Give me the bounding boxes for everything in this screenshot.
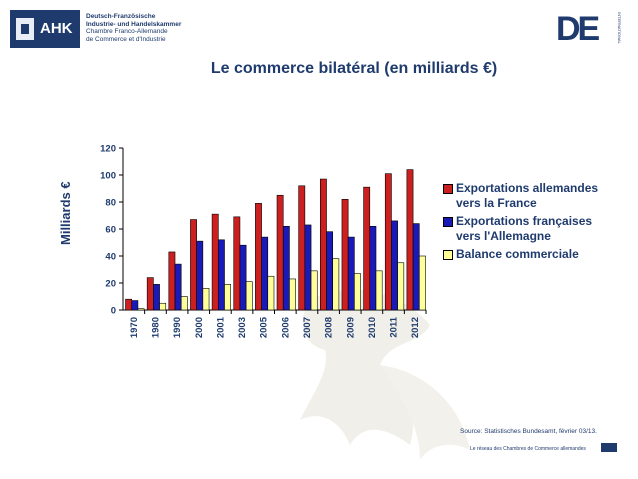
legend-item: Exportations allemandes vers la France <box>443 181 613 211</box>
bar-trade-balance <box>202 288 210 311</box>
bar-german-exports <box>276 194 284 311</box>
legend-swatch-icon <box>443 250 453 260</box>
bar-french-exports <box>217 239 225 311</box>
bar-trade-balance <box>332 258 340 311</box>
bar-german-exports <box>211 213 219 311</box>
x-tick-label: 2005 <box>259 316 270 338</box>
bar-french-exports <box>153 284 160 311</box>
chart-title: Le commerce bilatéral (en milliards €) <box>210 60 498 77</box>
bar-german-exports <box>363 186 371 311</box>
legend-swatch-icon <box>443 184 453 194</box>
x-tick-label: 2007 <box>302 317 313 338</box>
chart-legend: Exportations allemandes vers la France E… <box>443 181 613 265</box>
bar-french-exports <box>174 263 182 311</box>
legend-swatch-icon <box>443 217 453 227</box>
watermark-eagle-icon <box>300 289 470 460</box>
de-logo-side-text: INTERNATIONAL <box>617 12 622 44</box>
bar-german-exports <box>146 277 154 311</box>
bar-french-exports <box>261 236 269 311</box>
bar-german-exports <box>341 199 349 311</box>
legend-item: Balance commerciale <box>443 247 613 262</box>
legend-label: Exportations françaises vers l'Allemagne <box>456 214 593 243</box>
ahk-badge: AHK <box>10 10 80 48</box>
bar-french-exports <box>369 226 377 311</box>
bar-german-exports <box>125 298 133 311</box>
legend-label: Exportations allemandes vers la France <box>456 181 599 210</box>
x-tick-label: 1970 <box>129 317 140 338</box>
x-tick-label: 1980 <box>150 317 161 338</box>
x-tick-label: 2006 <box>280 317 291 338</box>
brandenburg-gate-icon <box>16 18 34 40</box>
x-tick-label: 2008 <box>324 317 335 338</box>
ahk-logo: AHK Deutsch-Französische Industrie- und … <box>10 10 181 48</box>
y-tick-label: 120 <box>100 144 116 155</box>
ahk-line: Deutsch-Französische <box>86 13 156 20</box>
y-tick-label: 40 <box>105 252 116 263</box>
bar-trade-balance <box>397 262 405 311</box>
bar-trade-balance <box>310 270 318 311</box>
bar-trade-balance <box>137 308 145 311</box>
x-tick-label: 2010 <box>367 317 378 338</box>
bar-german-exports <box>255 203 262 311</box>
bar-trade-balance <box>289 278 296 311</box>
bar-trade-balance <box>159 302 167 311</box>
bar-german-exports <box>298 185 306 311</box>
x-tick-label: 2001 <box>215 316 226 338</box>
bar-german-exports <box>384 173 392 311</box>
x-tick-label: 2000 <box>194 317 205 338</box>
bar-german-exports <box>406 169 414 311</box>
bar-trade-balance <box>375 270 383 311</box>
bar-french-exports <box>326 231 334 311</box>
bar-trade-balance <box>224 284 231 311</box>
ahk-line: Chambre Franco-Allemande <box>86 28 168 35</box>
bar-trade-balance <box>245 281 253 311</box>
ahk-line: de Commerce et d'Industrie <box>86 35 166 43</box>
x-tick-label: 2003 <box>237 317 248 338</box>
bar-german-exports <box>168 251 176 311</box>
ahk-line: Industrie- und Handelskammer <box>86 20 182 28</box>
y-tick-label: 20 <box>105 279 116 290</box>
y-tick-label: 0 <box>111 306 116 317</box>
bar-french-exports <box>412 223 420 311</box>
bar-french-exports <box>131 300 139 311</box>
bar-german-exports <box>190 219 197 311</box>
bar-french-exports <box>391 220 398 311</box>
x-tick-label: 2012 <box>410 317 421 338</box>
bar-german-exports <box>320 178 327 311</box>
ahk-badge-text: AHK <box>40 20 73 37</box>
x-tick-label: 2011 <box>389 316 400 337</box>
bar-trade-balance <box>267 275 275 311</box>
y-tick-label: 60 <box>105 225 116 236</box>
de-logo-letters: DE <box>556 10 600 48</box>
source-note: Source: Statistisches Bundesamt, février… <box>460 428 597 435</box>
legend-item: Exportations françaises vers l'Allemagne <box>443 214 613 244</box>
bar-french-exports <box>196 240 204 311</box>
y-tick-label: 100 <box>100 171 116 182</box>
x-tick-label: 2009 <box>345 317 356 338</box>
de-international-logo: DE INTERNATIONAL <box>556 10 622 50</box>
legend-label: Balance commerciale <box>456 247 579 261</box>
bar-german-exports <box>233 216 241 311</box>
bar-french-exports <box>282 226 290 311</box>
ahk-mini-logo-icon <box>601 443 617 452</box>
bar-trade-balance <box>354 273 361 311</box>
bar-trade-balance <box>418 255 426 311</box>
y-tick-label: 80 <box>105 198 116 209</box>
bar-french-exports <box>304 224 312 311</box>
bar-trade-balance <box>180 296 188 311</box>
ahk-name-lines: Deutsch-Französische Industrie- und Hand… <box>86 13 181 43</box>
bar-french-exports <box>239 244 247 311</box>
footer-tagline: Le réseau des Chambres de Commerce allem… <box>470 446 586 452</box>
x-tick-label: 1990 <box>172 317 183 338</box>
bar-french-exports <box>347 236 355 311</box>
